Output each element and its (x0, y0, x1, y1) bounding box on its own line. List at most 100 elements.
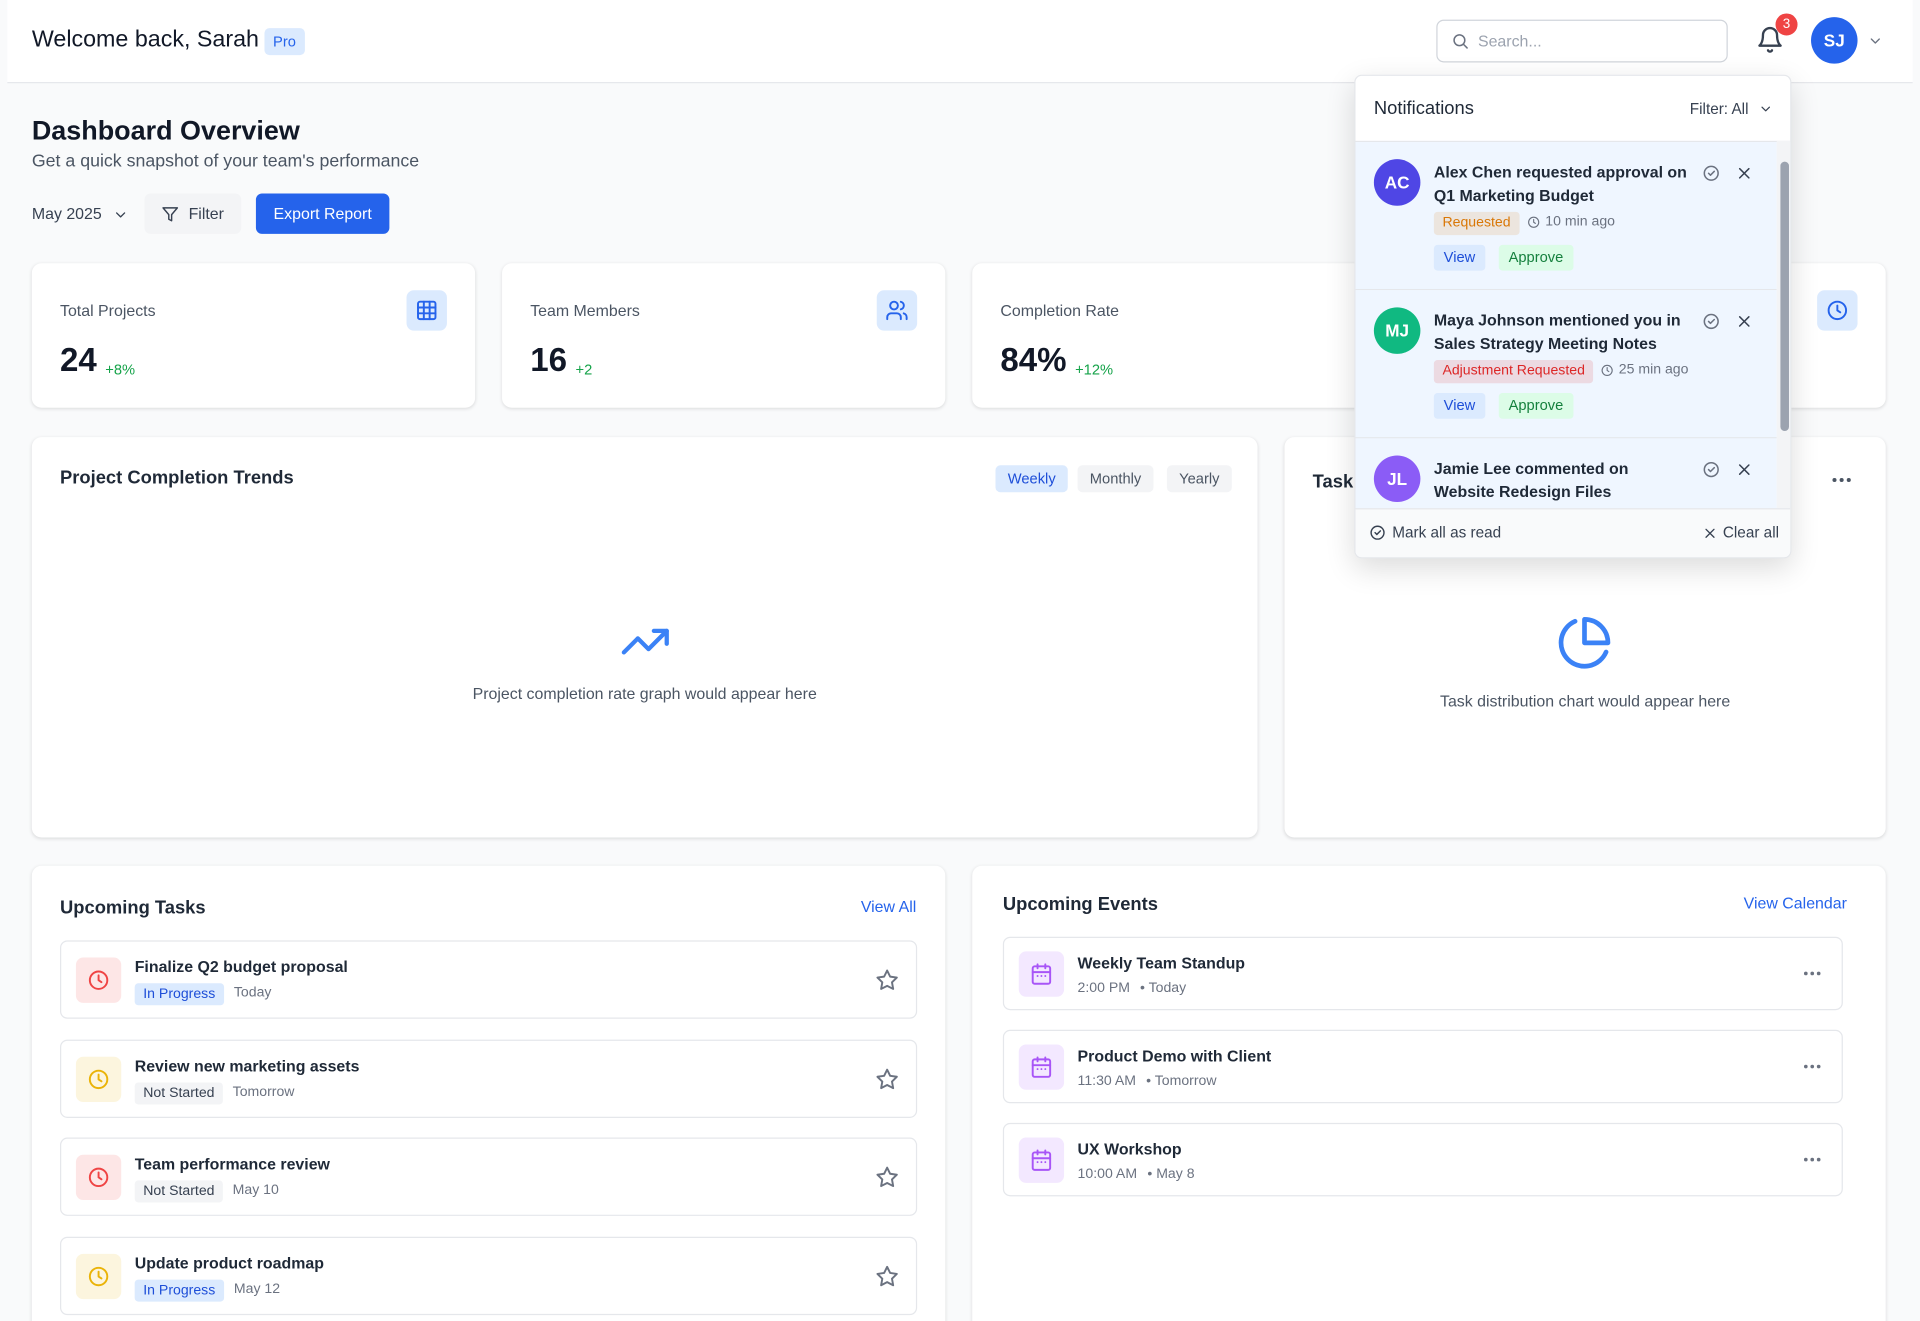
stat-icon (1827, 300, 1848, 321)
dismiss-icon (1738, 167, 1750, 179)
task-icon-box (75, 1056, 122, 1102)
page-title: Dashboard Overview (31, 115, 300, 146)
task-status: Not Started (134, 1081, 224, 1104)
event-row: UX Workshop 10:00 AM • May 8 (1002, 1122, 1843, 1197)
task-status: In Progress (134, 1278, 224, 1302)
star-icon (876, 969, 898, 990)
search-placeholder: Search... (1477, 31, 1542, 51)
greeting: Welcome back, Sarah (31, 26, 259, 53)
stat-value: 24 (60, 341, 97, 379)
plan-badge: Pro (264, 28, 305, 56)
event-time: 10:00 AM (1077, 1166, 1138, 1182)
stat-icon-box (876, 290, 918, 331)
notification-status: Requested (1433, 211, 1520, 236)
panel-title: Upcoming Events (1002, 893, 1158, 915)
view-all-link[interactable]: View All (860, 897, 917, 916)
trend-icon (621, 628, 669, 655)
period-tab[interactable]: Monthly (1077, 465, 1154, 493)
event-row: Product Demo with Client 11:30 AM • Tomorr… (1002, 1029, 1843, 1104)
event-title: UX Workshop (1077, 1140, 1182, 1159)
notification-action[interactable]: View (1433, 244, 1486, 271)
chart-placeholder: Task distribution chart would appear her… (1439, 691, 1731, 711)
notification-action[interactable]: Approve (1498, 393, 1574, 419)
task-title: Review new marketing assets (134, 1056, 360, 1075)
avatar[interactable]: SJ (1811, 17, 1858, 64)
dropdown-filter[interactable]: Filter: All (1689, 100, 1749, 118)
event-icon-box (1018, 951, 1065, 997)
stat-label: Completion Rate (1000, 301, 1119, 320)
stat-change: +2 (575, 361, 593, 379)
stat-value: 16 (530, 341, 567, 379)
notification-action[interactable]: Approve (1498, 244, 1574, 271)
stat-card: Completion Rate 84% +12% (972, 263, 1416, 408)
pie-icon (1558, 617, 1611, 669)
tasks-panel: Upcoming Tasks View All Finalize Q2 budget… (31, 865, 946, 1321)
task-status: In Progress (134, 983, 224, 1006)
mark-read-icon (1703, 313, 1719, 330)
event-time: 2:00 PM (1077, 980, 1130, 996)
filter-icon (162, 207, 179, 222)
stat-change: +12% (1075, 361, 1114, 379)
search-box[interactable]: Search... (1436, 19, 1728, 63)
event-time: 11:30 AM (1077, 1073, 1137, 1089)
notification-avatar: AC (1373, 159, 1421, 206)
event-row: Weekly Team Standup 2:00 PM • Today (1002, 936, 1843, 1011)
time-icon (1601, 364, 1613, 377)
task-icon (88, 970, 109, 990)
panel-title: Task (1312, 471, 1354, 493)
notification-action[interactable]: View (1433, 393, 1486, 419)
more-icon (1803, 1064, 1821, 1069)
task-icon-box (75, 957, 122, 1003)
task-row: Update product roadmap In Progress May 12 (60, 1236, 918, 1315)
dismiss-icon (1738, 316, 1750, 327)
task-status: Not Started (134, 1180, 224, 1203)
bell-icon (1758, 26, 1782, 53)
notification-count: 3 (1775, 13, 1798, 36)
filter-button[interactable]: Filter (144, 193, 242, 234)
mark-all-read[interactable]: Mark all as read (1369, 524, 1501, 541)
star-icon (876, 1068, 898, 1089)
calendar-icon (1031, 1056, 1052, 1078)
task-icon-box (75, 1154, 122, 1200)
task-row: Team performance review Not Started May 10 (60, 1137, 918, 1216)
stat-change: +8% (105, 361, 136, 379)
mark-read-icon (1703, 165, 1719, 181)
mark-all-icon (1370, 525, 1385, 540)
task-due: Today (233, 985, 272, 1001)
stat-icon-box (406, 290, 447, 331)
event-day: • Today (1140, 980, 1187, 996)
stat-icon (886, 300, 908, 321)
task-icon-box (75, 1253, 122, 1299)
filter-chevron (1761, 106, 1770, 112)
event-day: • May 8 (1147, 1166, 1195, 1182)
task-row: Finalize Q2 budget proposal In Progress To… (60, 940, 918, 1019)
export-button[interactable]: Export Report (255, 193, 390, 234)
panel-title: Upcoming Tasks (60, 897, 206, 919)
notification-text: Jamie Lee commented on Website Redesign … (1433, 459, 1629, 501)
notification-status: Adjustment Requested (1433, 360, 1594, 384)
event-title: Weekly Team Standup (1077, 953, 1246, 973)
chart-placeholder: Project completion rate graph would appe… (472, 684, 817, 703)
task-due: May 10 (232, 1182, 279, 1198)
notification-list: AC Alex Chen requested approval on Q1 Mar… (1355, 140, 1791, 509)
notification-avatar: MJ (1373, 307, 1421, 354)
period-tab[interactable]: Weekly (995, 465, 1068, 493)
task-due: May 12 (233, 1281, 281, 1297)
filter-label: Filter (188, 204, 224, 223)
calendar-icon (1031, 963, 1052, 985)
notification-text: Maya Johnson mentioned you in Sales Stra… (1433, 311, 1681, 353)
period-select[interactable]: May 2025 (31, 204, 102, 223)
period-tab[interactable]: Yearly (1166, 465, 1232, 493)
stat-card: Team Members 16 +2 (502, 263, 946, 408)
view-calendar-link[interactable]: View Calendar (1743, 893, 1847, 913)
notification-text: Alex Chen requested approval on Q1 Marke… (1433, 162, 1687, 205)
scrollbar-thumb (1780, 161, 1789, 432)
clear-all[interactable]: Clear all (1702, 524, 1779, 541)
task-icon (88, 1069, 109, 1089)
notifications-dropdown: Notifications Filter: All AC Alex Chen requ… (1354, 74, 1792, 559)
mark-read-icon (1703, 461, 1719, 478)
task-title: Update product roadmap (134, 1253, 324, 1272)
event-icon-box (1018, 1137, 1065, 1183)
task-due: Tomorrow (232, 1084, 295, 1099)
